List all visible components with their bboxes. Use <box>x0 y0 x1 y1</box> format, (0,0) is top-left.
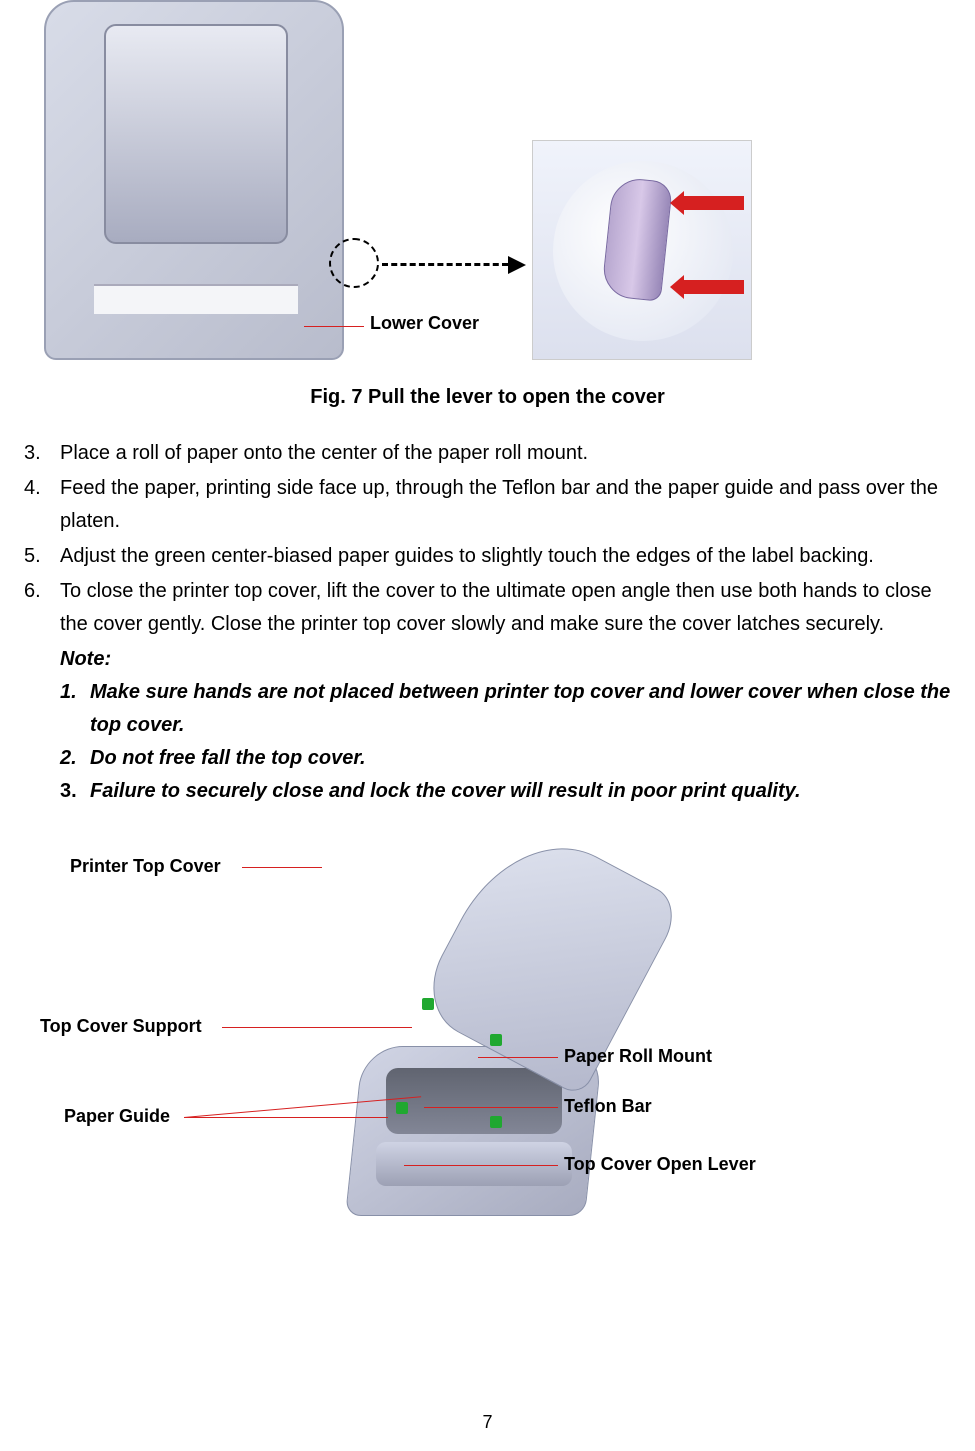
note-2: 2. Do not free fall the top cover. <box>60 742 951 775</box>
callout-paper-roll-mount: Paper Roll Mount <box>564 1046 712 1067</box>
note-text: Failure to securely close and lock the c… <box>90 775 951 808</box>
instruction-list: 3. Place a roll of paper onto the center… <box>24 437 951 808</box>
lower-cover-label: Lower Cover <box>370 313 479 334</box>
green-part-icon <box>422 998 434 1010</box>
printer-slot <box>94 284 298 314</box>
lever-detail-panel <box>532 140 752 360</box>
step-text: Feed the paper, printing side face up, t… <box>60 472 951 538</box>
note-number: 1. <box>60 676 90 742</box>
step-number: 6. <box>24 575 60 641</box>
note-number: 2. <box>60 742 90 775</box>
figure-7-caption: Fig. 7 Pull the lever to open the cover <box>24 386 951 409</box>
callout-top-cover-support: Top Cover Support <box>40 1016 202 1037</box>
step-number: 3. <box>24 437 60 470</box>
step-number: 5. <box>24 540 60 573</box>
note-number: 3. <box>60 775 90 808</box>
step-text: Adjust the green center-biased paper gui… <box>60 540 951 573</box>
green-part-icon <box>490 1034 502 1046</box>
step-3: 3. Place a roll of paper onto the center… <box>24 437 951 470</box>
push-arrow-icon <box>684 196 744 210</box>
green-part-icon <box>396 1102 408 1114</box>
callout-line <box>404 1165 558 1166</box>
printer-closed-illustration <box>44 0 344 360</box>
printer-platen <box>376 1142 572 1186</box>
printer-bay <box>386 1068 562 1134</box>
callout-line <box>184 1117 388 1118</box>
step-text: To close the printer top cover, lift the… <box>60 575 951 641</box>
callout-top-cover-open-lever: Top Cover Open Lever <box>564 1154 756 1175</box>
detail-pointer-arrow <box>382 258 526 272</box>
callout-line <box>424 1107 558 1108</box>
callout-paper-guide: Paper Guide <box>64 1106 170 1127</box>
step-5: 5. Adjust the green center-biased paper … <box>24 540 951 573</box>
printer-open-figure: Printer Top Cover Top Cover Support Pape… <box>24 826 951 1256</box>
step-number: 4. <box>24 472 60 538</box>
note-3: 3. Failure to securely close and lock th… <box>60 775 951 808</box>
printer-window <box>104 24 288 244</box>
note-text: Do not free fall the top cover. <box>90 742 951 775</box>
step-4: 4. Feed the paper, printing side face up… <box>24 472 951 538</box>
figure-7-area: Lower Cover <box>24 0 951 370</box>
callout-line <box>222 1027 412 1028</box>
callout-teflon-bar: Teflon Bar <box>564 1096 652 1117</box>
page-number: 7 <box>0 1412 975 1433</box>
green-part-icon <box>490 1116 502 1128</box>
step-6: 6. To close the printer top cover, lift … <box>24 575 951 641</box>
note-heading: Note: <box>60 643 951 676</box>
push-arrow-icon <box>684 280 744 294</box>
hinge-highlight-circle <box>329 238 379 288</box>
step-text: Place a roll of paper onto the center of… <box>60 437 951 470</box>
callout-line <box>242 867 322 868</box>
callout-printer-top-cover: Printer Top Cover <box>70 856 221 877</box>
callout-line <box>478 1057 558 1058</box>
callout-line <box>304 326 364 327</box>
note-text: Make sure hands are not placed between p… <box>90 676 951 742</box>
note-1: 1. Make sure hands are not placed betwee… <box>60 676 951 742</box>
